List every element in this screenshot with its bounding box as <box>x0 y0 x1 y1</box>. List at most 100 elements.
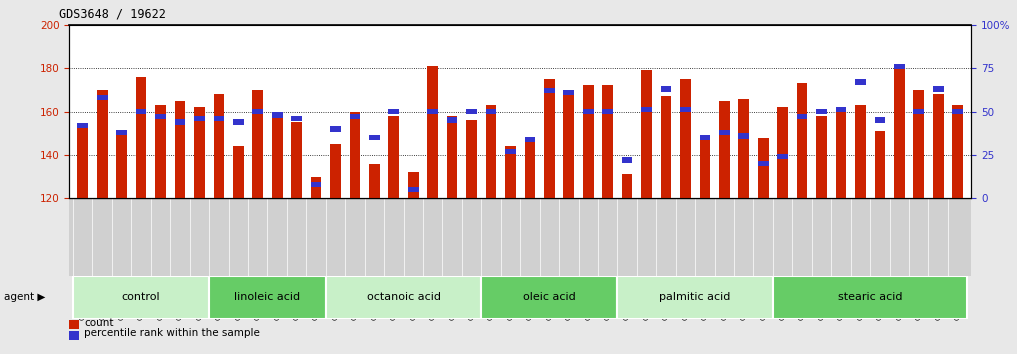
Bar <box>617 276 773 319</box>
Bar <box>894 68 905 198</box>
Text: octanoic acid: octanoic acid <box>366 292 440 302</box>
Bar <box>875 131 885 198</box>
Bar <box>738 98 750 198</box>
Bar <box>913 109 924 114</box>
Bar <box>773 276 967 319</box>
Bar <box>621 158 633 163</box>
Bar <box>525 137 535 198</box>
Bar <box>97 95 108 100</box>
Bar <box>77 125 88 198</box>
Bar <box>777 107 788 198</box>
Bar <box>700 137 710 198</box>
Text: GDS3648 / 19622: GDS3648 / 19622 <box>59 7 166 20</box>
Bar <box>486 105 496 198</box>
Text: agent ▶: agent ▶ <box>4 292 46 302</box>
Bar <box>641 70 652 198</box>
Text: oleic acid: oleic acid <box>523 292 576 302</box>
Bar <box>408 187 419 192</box>
Bar <box>836 109 846 198</box>
Bar <box>291 116 302 121</box>
Bar <box>719 130 729 135</box>
Bar <box>210 276 325 319</box>
Bar <box>135 109 146 114</box>
Bar <box>233 146 244 198</box>
Bar <box>621 175 633 198</box>
Bar <box>427 109 438 114</box>
Bar <box>563 90 575 198</box>
Bar <box>214 94 224 198</box>
Bar <box>325 276 481 319</box>
Bar <box>855 79 865 85</box>
Bar <box>817 109 827 114</box>
Bar <box>156 114 166 119</box>
Bar <box>602 109 613 114</box>
Bar <box>175 101 185 198</box>
Bar <box>331 144 341 198</box>
Bar <box>952 105 963 198</box>
Bar <box>796 114 807 119</box>
Bar <box>194 116 204 121</box>
Bar <box>135 77 146 198</box>
Bar <box>777 154 788 159</box>
Bar <box>486 109 496 114</box>
Bar <box>73 276 210 319</box>
Bar <box>408 172 419 198</box>
Bar <box>505 146 516 198</box>
Bar <box>913 90 924 198</box>
Bar <box>466 120 477 198</box>
Bar <box>350 112 360 198</box>
Bar <box>272 112 283 118</box>
Bar <box>252 109 263 114</box>
Bar <box>77 123 88 128</box>
Bar <box>272 118 283 198</box>
Bar <box>641 107 652 113</box>
Bar <box>738 133 750 138</box>
Bar <box>525 137 535 142</box>
Bar <box>796 83 807 198</box>
Bar <box>952 109 963 114</box>
Bar <box>719 101 729 198</box>
Text: stearic acid: stearic acid <box>838 292 902 302</box>
Bar <box>194 107 204 198</box>
Bar <box>836 107 846 113</box>
Bar <box>388 109 400 114</box>
Bar <box>116 130 127 135</box>
Bar <box>369 164 379 198</box>
Bar <box>350 114 360 119</box>
Bar <box>817 116 827 198</box>
Bar <box>583 109 594 114</box>
Bar <box>252 90 263 198</box>
Bar <box>680 79 691 198</box>
Bar <box>602 85 613 198</box>
Bar <box>855 105 865 198</box>
Bar <box>311 182 321 187</box>
Bar <box>661 96 671 198</box>
Bar <box>427 66 438 198</box>
Bar <box>933 86 944 92</box>
Bar <box>563 90 575 95</box>
Text: palmitic acid: palmitic acid <box>659 292 731 302</box>
Bar <box>388 116 400 198</box>
Bar <box>446 118 458 123</box>
Bar <box>175 119 185 125</box>
Bar <box>661 86 671 92</box>
Text: control: control <box>122 292 161 302</box>
Bar <box>583 85 594 198</box>
Text: percentile rank within the sample: percentile rank within the sample <box>84 329 260 338</box>
Bar <box>97 90 108 198</box>
Bar <box>680 107 691 113</box>
Text: linoleic acid: linoleic acid <box>234 292 300 302</box>
Bar <box>446 116 458 198</box>
Bar <box>505 149 516 154</box>
Bar <box>116 131 127 198</box>
Bar <box>369 135 379 140</box>
Bar <box>544 88 554 93</box>
Bar <box>156 105 166 198</box>
Bar <box>758 137 769 198</box>
Bar <box>894 64 905 69</box>
Bar <box>700 135 710 140</box>
Bar <box>875 118 885 123</box>
Bar <box>481 276 617 319</box>
Bar <box>331 126 341 132</box>
Bar <box>758 161 769 166</box>
